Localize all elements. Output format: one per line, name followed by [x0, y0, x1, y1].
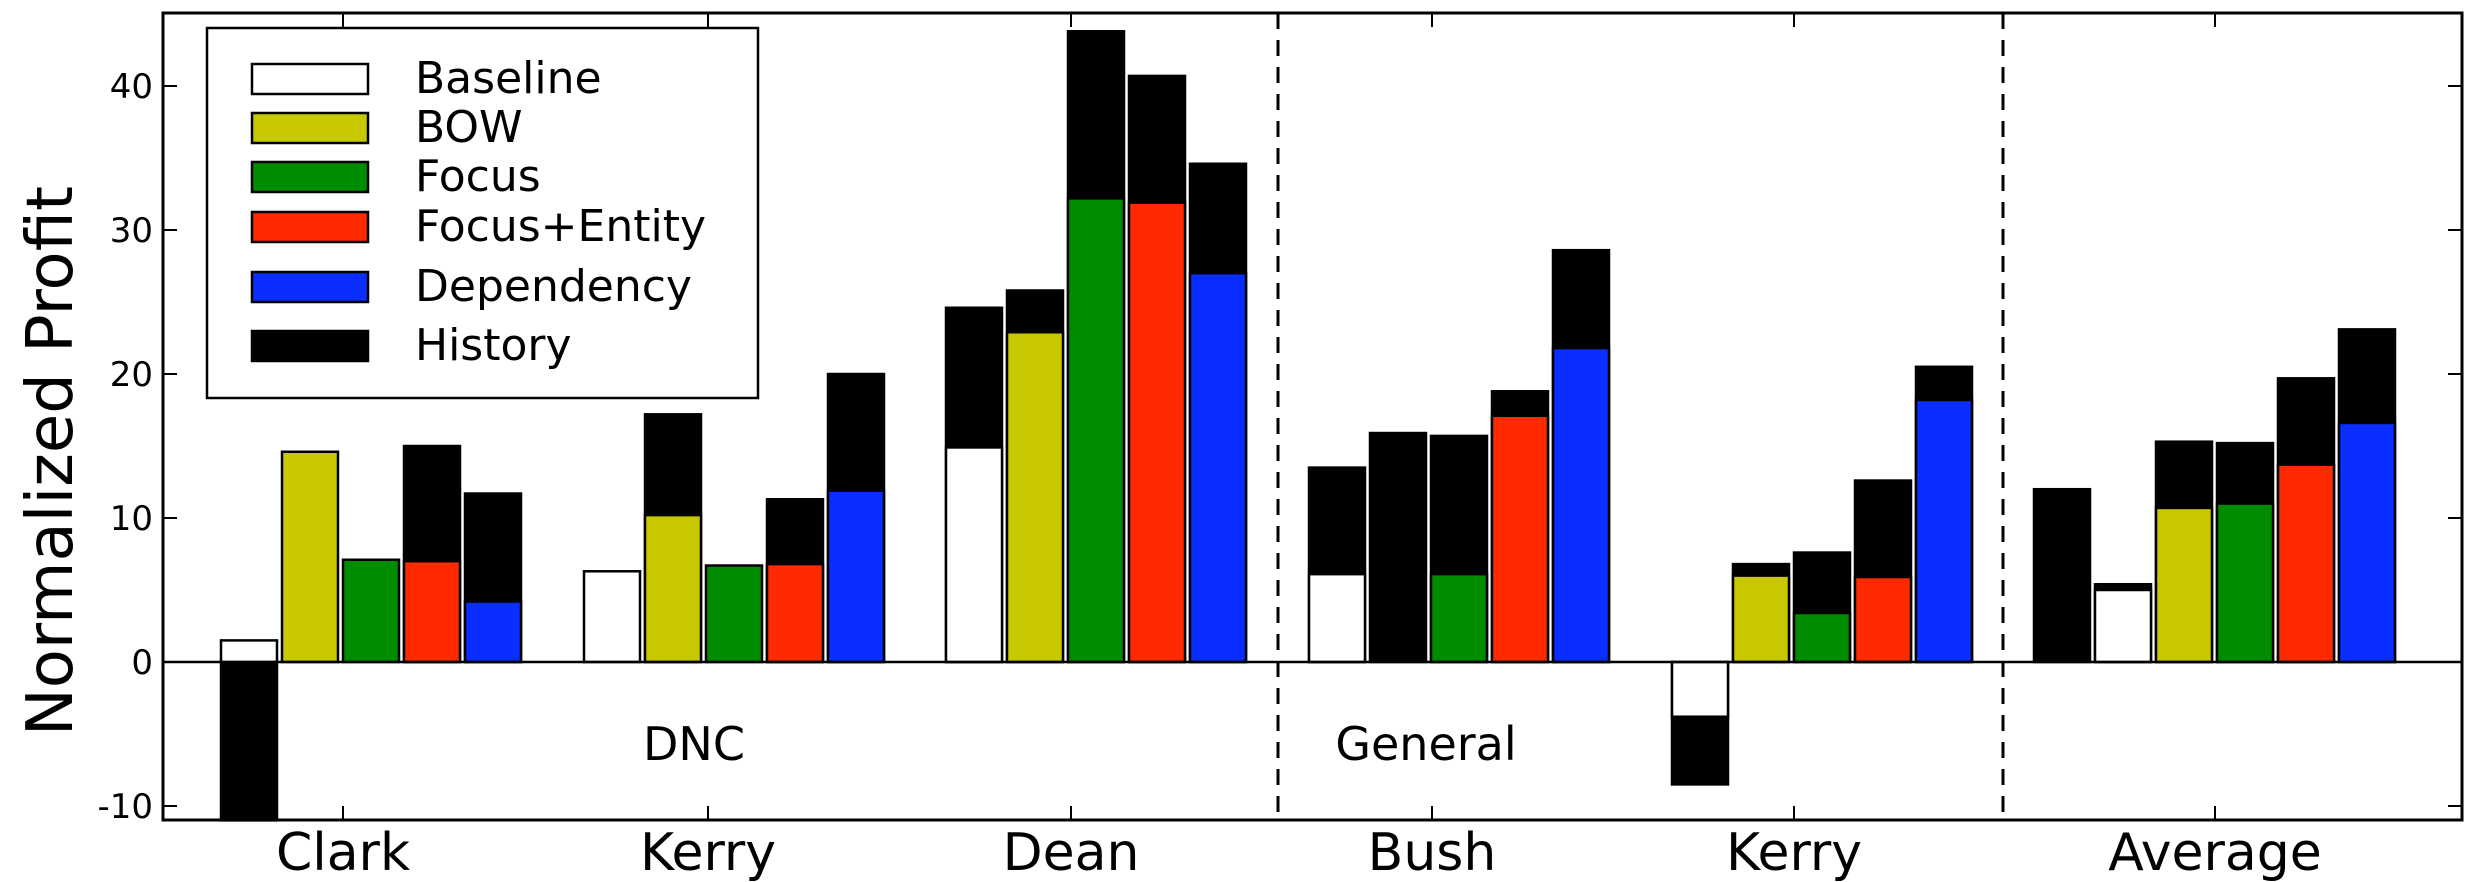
bar-focus-entity-clark	[402, 559, 462, 664]
bar-focus-kerry	[1792, 611, 1852, 664]
bar-focus-entity-kerry	[765, 562, 825, 664]
bar-dependency-dean	[1188, 271, 1248, 664]
bar-baseline-dean	[944, 446, 1004, 664]
bar-baseline-kerry	[582, 570, 642, 664]
bar-dependency-average	[2337, 421, 2397, 664]
legend-label: BOW	[415, 102, 523, 153]
x-category-label: Kerry	[640, 823, 776, 882]
y-tick-label: -10	[97, 787, 153, 827]
bar-focus-average	[2215, 502, 2275, 664]
y-axis-label: Normalized Profit	[14, 186, 88, 736]
bar-focus-bush	[1429, 572, 1489, 664]
bar-focus-dean	[1066, 197, 1126, 664]
plot-frame	[161, 11, 2464, 822]
bar-bow-average	[2154, 506, 2214, 664]
y-tick-label: 30	[110, 211, 153, 251]
bar-focus-entity-average	[2276, 463, 2336, 664]
x-category-label: Bush	[1368, 823, 1497, 882]
legend-swatch-focus-entity	[250, 210, 370, 244]
bar-dependency-kerry	[1914, 398, 1974, 664]
group-label-dnc: DNC	[643, 717, 745, 771]
legend-swatch-dependency	[250, 270, 370, 304]
bar-baseline-kerry	[1670, 660, 1730, 718]
y-tick-label: 40	[110, 67, 153, 107]
x-category-label: Clark	[276, 823, 410, 882]
bar-focus-entity-bush	[1490, 414, 1550, 664]
bar-focus-entity-kerry	[1853, 575, 1913, 664]
legend-label: History	[415, 320, 572, 371]
legend-swatch-history	[250, 329, 370, 363]
text-layer: -10 0 10 20 30 40 Clark Kerry Dean Bush Kerry Avera…	[97, 67, 2321, 882]
bar-baseline-clark	[219, 639, 279, 664]
bar-bow-kerry	[643, 513, 703, 664]
x-category-label: Dean	[1003, 823, 1140, 882]
y-tick-label: 0	[131, 643, 153, 683]
legend-swatch-baseline	[250, 62, 370, 96]
bar-focus-kerry	[704, 564, 764, 664]
bar-history-bow-bush	[1368, 431, 1428, 664]
bar-baseline-bush	[1307, 572, 1367, 664]
x-category-label: Kerry	[1726, 823, 1862, 882]
bar-baseline-average	[2093, 588, 2153, 664]
bar-focus-clark	[341, 558, 401, 664]
x-category-label: Average	[2108, 823, 2322, 882]
bar-focus-entity-dean	[1127, 201, 1187, 664]
legend-label: Focus	[415, 151, 541, 202]
bar-dependency-clark	[463, 600, 523, 664]
bar-bow-kerry	[1731, 574, 1791, 664]
legend-label: Baseline	[415, 53, 602, 104]
bar-dependency-bush	[1551, 346, 1611, 664]
legend-swatch-bow	[250, 111, 370, 145]
bar-dependency-kerry	[826, 489, 886, 664]
legend-swatch-focus	[250, 160, 370, 194]
bar-history-average	[2032, 487, 2092, 664]
legend-label: Dependency	[415, 261, 692, 312]
y-tick-label: 20	[110, 355, 153, 395]
bars-layer	[219, 30, 2397, 822]
group-label-general: General	[1335, 717, 1516, 771]
y-tick-label: 10	[110, 499, 153, 539]
axes-layer	[161, 11, 2464, 822]
bar-bow-clark	[280, 450, 340, 664]
bar-history-baseline-clark	[219, 660, 279, 822]
legend-label: Focus+Entity	[415, 201, 706, 252]
bar-bow-dean	[1005, 330, 1065, 664]
